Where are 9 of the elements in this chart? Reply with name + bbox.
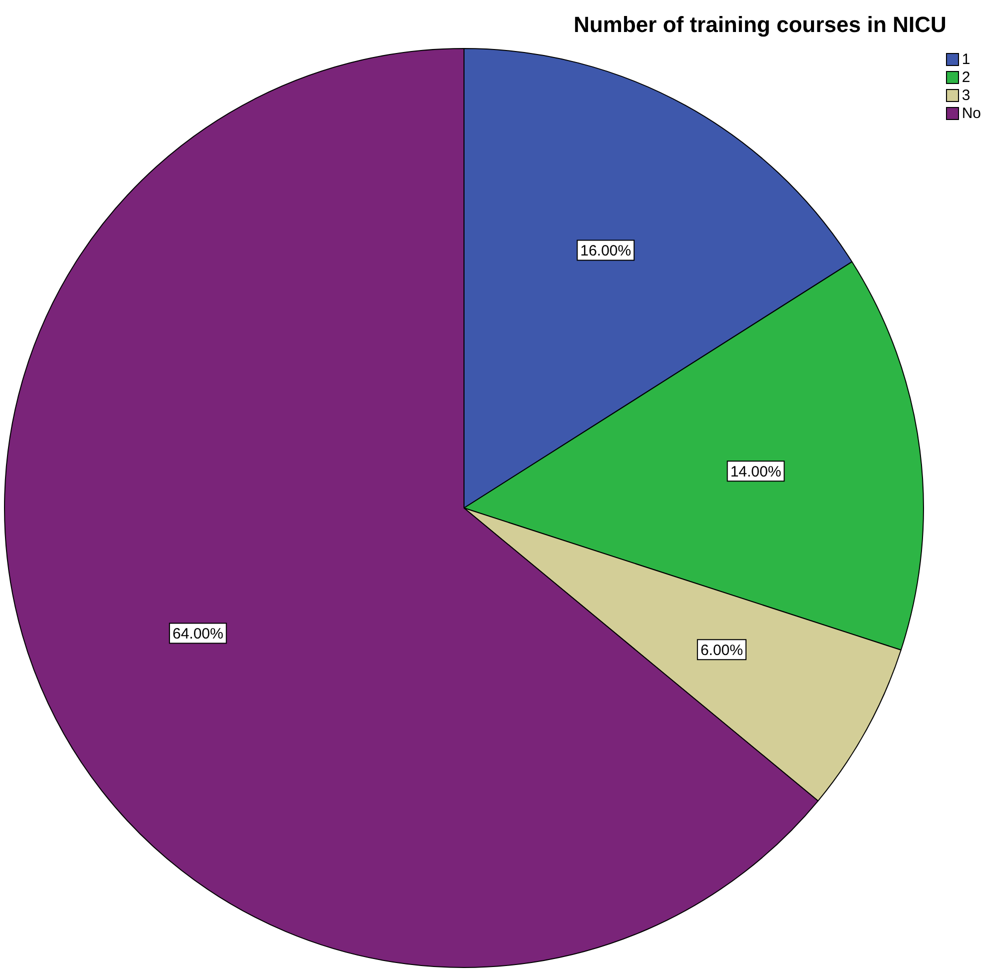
legend-label: 3: [962, 86, 970, 104]
data-label: 14.00%: [730, 463, 782, 480]
data-label: 6.00%: [700, 642, 743, 659]
legend-label: 1: [962, 50, 970, 68]
legend-label: 2: [962, 68, 970, 86]
chart-title: Number of training courses in NICU: [572, 12, 948, 38]
data-label: 16.00%: [580, 242, 632, 260]
data-label: 64.00%: [172, 625, 224, 642]
legend-label: No: [962, 104, 981, 122]
